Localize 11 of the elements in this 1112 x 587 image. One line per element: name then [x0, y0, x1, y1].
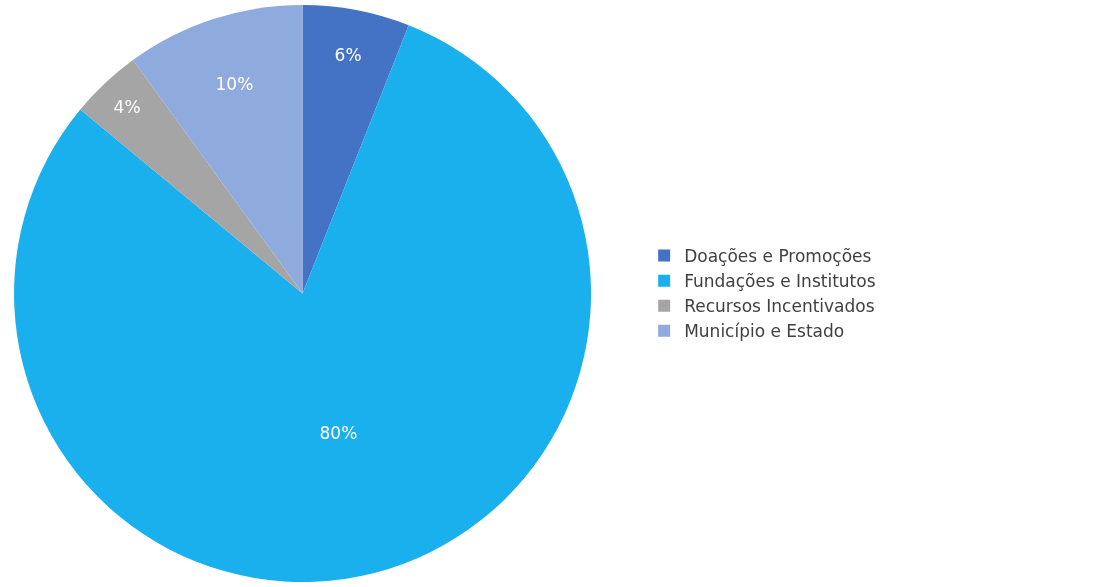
data-label: 4%	[113, 96, 141, 117]
data-label: 80%	[319, 423, 358, 444]
legend-label: Fundações e Institutos	[684, 271, 876, 292]
data-label: 10%	[215, 73, 254, 94]
legend-label: Recursos Incentivados	[684, 296, 875, 317]
pie-slice	[302, 5, 409, 294]
data-label: 6%	[334, 44, 362, 65]
legend-label: Doações e Promoções	[684, 246, 872, 267]
pie-slice	[14, 25, 591, 582]
legend-label: Município e Estado	[684, 321, 845, 342]
pie-slice	[80, 60, 303, 294]
